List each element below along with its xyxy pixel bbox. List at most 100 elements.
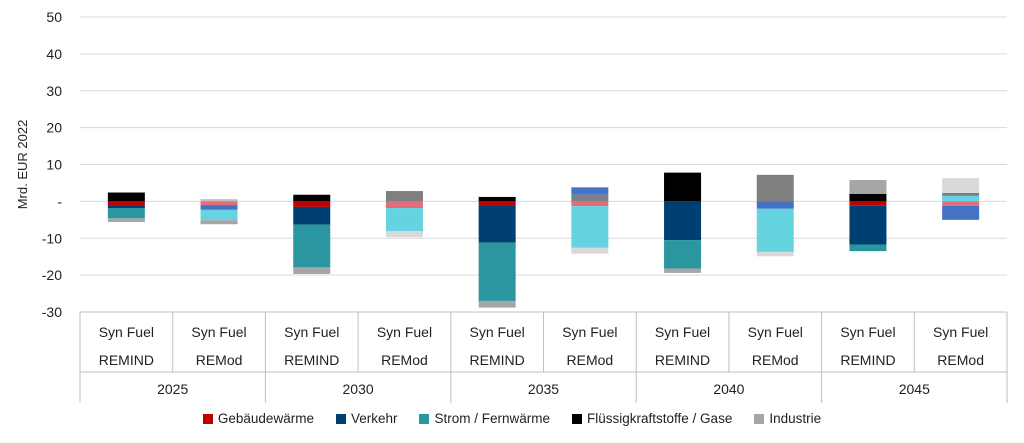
legend-label: Flüssigkraftstoffe / Gase bbox=[587, 411, 733, 426]
bar-segment bbox=[385, 231, 423, 238]
bar-segment bbox=[293, 194, 331, 202]
bar-segment bbox=[385, 201, 423, 209]
category-model-label: REMod bbox=[381, 352, 428, 368]
category-model-label: REMod bbox=[937, 352, 984, 368]
y-tick-label: 30 bbox=[46, 83, 62, 99]
y-tick-label: 10 bbox=[46, 157, 62, 173]
bar-segment bbox=[107, 192, 145, 202]
category-model-label: REMod bbox=[752, 352, 799, 368]
legend-swatch bbox=[572, 413, 583, 424]
legend-swatch bbox=[202, 413, 213, 424]
bar-segment bbox=[849, 201, 887, 206]
category-fuel-label: Syn Fuel bbox=[840, 324, 895, 340]
category-fuel-label: Syn Fuel bbox=[470, 324, 525, 340]
bar-segment bbox=[385, 191, 423, 202]
legend-label: Strom / Fernwärme bbox=[434, 411, 551, 426]
bar-segment bbox=[293, 206, 331, 225]
legend-swatch bbox=[419, 413, 430, 424]
y-tick-label: -20 bbox=[42, 267, 62, 283]
bar-segment bbox=[571, 194, 609, 202]
bar-segment bbox=[942, 201, 980, 206]
bar-segment bbox=[756, 208, 794, 252]
group-label: 2045 bbox=[899, 381, 930, 397]
bar-segment bbox=[756, 201, 794, 209]
legend-swatch bbox=[754, 413, 765, 424]
y-axis-label: Mrd. EUR 2022 bbox=[15, 120, 30, 210]
group-label: 2040 bbox=[713, 381, 744, 397]
legend-label: Gebäudewärme bbox=[217, 411, 314, 426]
y-tick-label: 50 bbox=[46, 9, 62, 25]
category-model-label: REMIND bbox=[655, 352, 710, 368]
bar-segment bbox=[478, 201, 516, 206]
category-model-label: REMod bbox=[196, 352, 243, 368]
category-fuel-label: Syn Fuel bbox=[748, 324, 803, 340]
legend-item: Gebäudewärme bbox=[202, 411, 314, 426]
legend-item: Verkehr bbox=[335, 411, 398, 426]
y-tick-label: -30 bbox=[42, 304, 62, 320]
category-fuel-label: Syn Fuel bbox=[933, 324, 988, 340]
bar-segment bbox=[942, 195, 980, 202]
bar-segment bbox=[942, 205, 980, 220]
category-fuel-label: Syn Fuel bbox=[562, 324, 617, 340]
bar-segment bbox=[571, 247, 609, 254]
bar-segment bbox=[200, 201, 238, 206]
bar-segment bbox=[849, 194, 887, 202]
bar-segment bbox=[107, 218, 145, 223]
category-model-label: REMIND bbox=[284, 352, 339, 368]
bar-segment bbox=[849, 244, 887, 252]
y-tick-label: - bbox=[57, 193, 62, 209]
category-fuel-label: Syn Fuel bbox=[284, 324, 339, 340]
bar-segment bbox=[478, 242, 516, 301]
bar-segment bbox=[756, 174, 794, 202]
bar-segment bbox=[942, 192, 980, 196]
bar-segment bbox=[478, 205, 516, 243]
bar-segment bbox=[942, 178, 980, 193]
y-tick-label: 20 bbox=[46, 120, 62, 136]
category-fuel-label: Syn Fuel bbox=[99, 324, 154, 340]
legend-item: Strom / Fernwärme bbox=[419, 411, 550, 426]
category-fuel-label: Syn Fuel bbox=[191, 324, 246, 340]
legend-item: Flüssigkraftstoffe / Gase bbox=[572, 411, 732, 426]
category-fuel-label: Syn Fuel bbox=[655, 324, 710, 340]
group-label: 2035 bbox=[528, 381, 559, 397]
bar-segment bbox=[107, 208, 145, 219]
bar-segment bbox=[385, 208, 423, 232]
category-model-label: REMod bbox=[567, 352, 614, 368]
group-label: 2030 bbox=[343, 381, 374, 397]
bar-segment bbox=[849, 179, 887, 194]
bar-segment bbox=[478, 196, 516, 202]
category-model-label: REMIND bbox=[470, 352, 525, 368]
category-fuel-label: Syn Fuel bbox=[377, 324, 432, 340]
bar-segment bbox=[293, 201, 331, 207]
bar-segment bbox=[849, 205, 887, 245]
legend-item: Industrie bbox=[754, 411, 821, 426]
category-model-label: REMIND bbox=[840, 352, 895, 368]
bar-segment bbox=[571, 206, 609, 248]
bar-segment bbox=[571, 187, 609, 195]
category-model-label: REMIND bbox=[99, 352, 154, 368]
bar-segment bbox=[478, 300, 516, 308]
legend-label: Industrie bbox=[769, 411, 822, 426]
legend: Gebäudewärme Verkehr Strom / Fernwärme Flüs… bbox=[0, 411, 1024, 426]
bar-segment bbox=[664, 268, 702, 273]
bar-segment bbox=[664, 240, 702, 269]
bar-segment bbox=[571, 201, 609, 207]
bar-segment bbox=[200, 199, 238, 202]
bar-segment bbox=[664, 201, 702, 241]
bar-segment bbox=[756, 251, 794, 257]
bar-segment bbox=[664, 172, 702, 202]
group-label: 2025 bbox=[157, 381, 188, 397]
bar-segment bbox=[200, 205, 238, 210]
bar-segment bbox=[107, 205, 145, 209]
bar-segment bbox=[200, 220, 238, 225]
legend-label: Verkehr bbox=[350, 411, 398, 426]
legend-swatch bbox=[335, 413, 346, 424]
bar-segment bbox=[107, 201, 145, 206]
y-tick-label: -10 bbox=[42, 230, 62, 246]
bar-segment bbox=[293, 224, 331, 268]
bar-segment bbox=[293, 267, 331, 275]
bar-segment bbox=[200, 209, 238, 221]
y-tick-label: 40 bbox=[46, 46, 62, 62]
